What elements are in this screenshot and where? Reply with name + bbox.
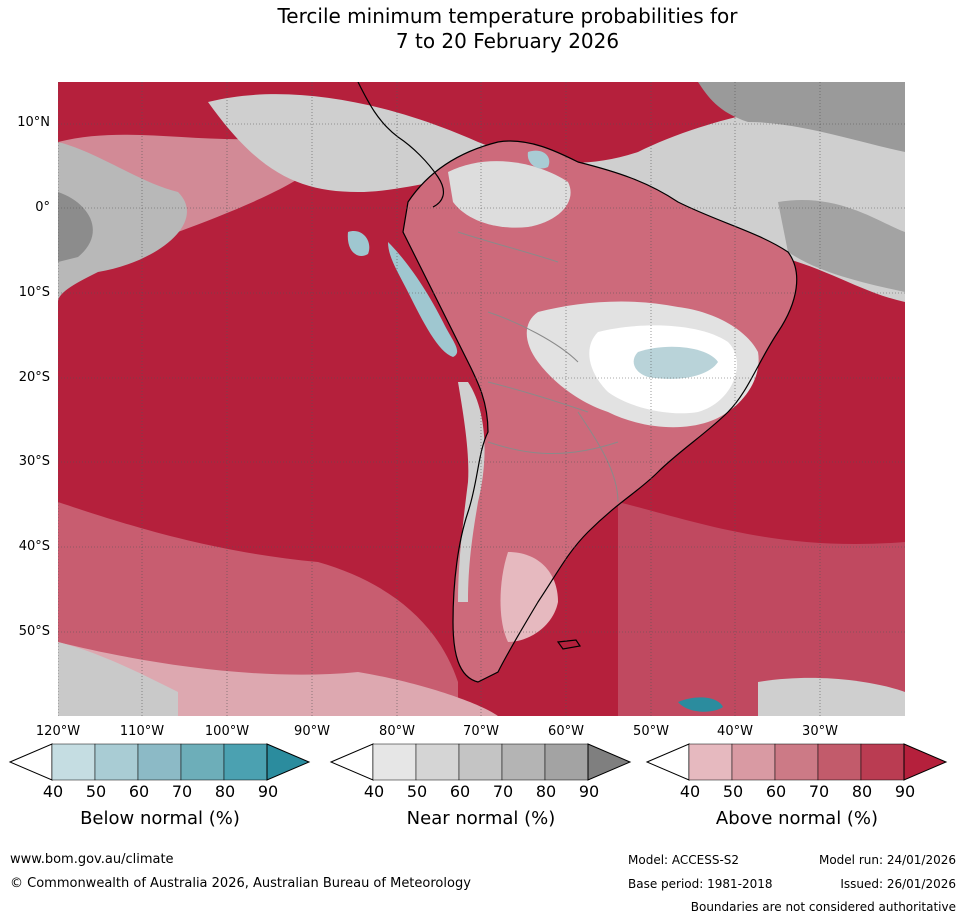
base-period-text: Base period: 1981-2018 — [628, 877, 773, 891]
below-normal-guiana — [527, 150, 550, 169]
lon-label-50w: 50°W — [633, 724, 669, 739]
copyright-text: © Commonwealth of Australia 2026, Austra… — [10, 876, 471, 891]
probability-map — [58, 82, 905, 716]
issued-text: Issued: 26/01/2026 — [840, 877, 956, 891]
central-america-coastline — [357, 82, 445, 208]
legend-tick: 50 — [85, 782, 107, 801]
lon-label-30w: 30°W — [802, 724, 838, 739]
colorbar-below-normal — [8, 743, 311, 781]
below-normal-ecuador — [347, 231, 370, 256]
title-line-1: Tercile minimum temperature probabilitie… — [277, 4, 738, 28]
legend-below-normal: 40 50 60 70 80 90 Below normal (%) — [8, 742, 312, 842]
model-run-text: Model run: 24/01/2026 — [818, 853, 956, 867]
lat-label-10s: 10°S — [18, 285, 50, 300]
below-normal-brazil — [633, 346, 718, 379]
falkland-islands — [556, 639, 582, 650]
website-link[interactable]: www.bom.gov.au/climate — [10, 852, 174, 867]
graticule — [58, 82, 905, 716]
legend-tick: 70 — [171, 782, 193, 801]
ocean-band-atlantic — [618, 502, 905, 716]
legend-caption: Near normal (%) — [406, 808, 556, 829]
south-america-land — [403, 141, 797, 683]
legend-caption: Above normal (%) — [715, 808, 879, 829]
legend-tick: 90 — [257, 782, 279, 801]
legend-tick: 60 — [128, 782, 150, 801]
below-normal-peru-coast — [388, 242, 458, 357]
near-normal-patagonia — [500, 552, 558, 642]
legend-tick: 40 — [363, 782, 385, 801]
near-normal-south-pacific — [58, 642, 178, 716]
near-normal-west-pacific-dark — [58, 192, 93, 262]
lon-label-120w: 120°W — [35, 724, 81, 739]
near-normal-east-atlantic-dark — [698, 82, 905, 152]
lat-label-10n: 10°N — [17, 115, 50, 130]
legend-tick: 80 — [214, 782, 236, 801]
colorbar-near-normal — [329, 743, 632, 781]
near-normal-andes — [458, 382, 485, 602]
lon-label-60w: 60°W — [548, 724, 584, 739]
legend-tick: 90 — [578, 782, 600, 801]
near-normal-west-pacific — [58, 142, 187, 302]
near-normal-equatorial-atlantic — [778, 199, 905, 292]
legend-tick: 40 — [679, 782, 701, 801]
disclaimer-text: Boundaries are not considered authoritat… — [690, 900, 956, 914]
legend-above-normal: 40 50 60 70 80 90 Above normal (%) — [645, 742, 949, 842]
lat-label-0: 0° — [35, 200, 50, 215]
legend-tick: 80 — [535, 782, 557, 801]
legend-near-normal: 40 50 60 70 80 90 Near normal (%) — [329, 742, 633, 842]
near-normal-south-atlantic — [758, 677, 905, 716]
legend-tick: 80 — [851, 782, 873, 801]
lat-label-50s: 50°S — [18, 624, 50, 639]
lon-label-90w: 90°W — [294, 724, 330, 739]
lon-label-100w: 100°W — [204, 724, 250, 739]
title-line-2: 7 to 20 February 2026 — [395, 29, 620, 53]
south-america-coastline — [402, 140, 798, 683]
legend-tick: 90 — [894, 782, 916, 801]
model-text: Model: ACCESS-S2 — [628, 853, 740, 867]
legend-tick: 60 — [765, 782, 787, 801]
legend-tick: 70 — [492, 782, 514, 801]
colorbar-above-normal — [645, 743, 948, 781]
lon-label-110w: 110°W — [119, 724, 165, 739]
legend-tick: 70 — [808, 782, 830, 801]
legend-tick: 50 — [722, 782, 744, 801]
country-borders — [457, 231, 619, 503]
lat-label-20s: 20°S — [18, 370, 50, 385]
legend-tick: 50 — [406, 782, 428, 801]
map-title: Tercile minimum temperature probabilitie… — [0, 4, 965, 54]
lat-label-40s: 40°S — [18, 539, 50, 554]
below-normal-south-atlantic — [678, 697, 723, 712]
legend-tick: 40 — [42, 782, 64, 801]
lon-label-40w: 40°W — [717, 724, 753, 739]
legend-caption: Below normal (%) — [80, 808, 240, 829]
lon-label-80w: 80°W — [379, 724, 415, 739]
legend-tick: 60 — [449, 782, 471, 801]
lon-label-70w: 70°W — [463, 724, 499, 739]
near-normal-amazon — [448, 161, 571, 228]
lat-label-30s: 30°S — [18, 454, 50, 469]
